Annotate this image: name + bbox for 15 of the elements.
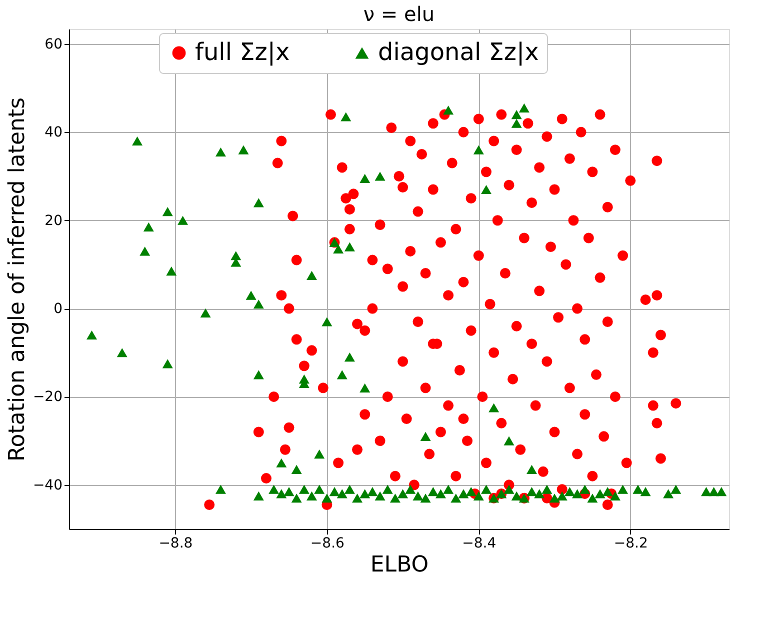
y-axis-title: Rotation angle of inferred latents xyxy=(4,97,30,462)
y-tick-label: 60 xyxy=(44,36,62,52)
x-tick-label: −8.2 xyxy=(614,536,648,552)
x-tick-label: −8.8 xyxy=(158,536,193,552)
y-tick-label: 40 xyxy=(44,124,62,141)
y-tick-label: −20 xyxy=(32,389,62,406)
y-tick-label: 0 xyxy=(54,301,62,318)
legend-label: full Σz|x xyxy=(195,38,290,66)
legend-label: diagonal Σz|x xyxy=(378,38,539,66)
x-tick-label: −8.4 xyxy=(462,536,496,552)
y-tick-label: −40 xyxy=(32,477,62,494)
x-axis-title: ELBO xyxy=(370,552,429,578)
y-tick-label: 20 xyxy=(44,212,62,229)
chart-title: ν = elu xyxy=(363,2,435,26)
x-tick-label: −8.6 xyxy=(310,536,345,552)
